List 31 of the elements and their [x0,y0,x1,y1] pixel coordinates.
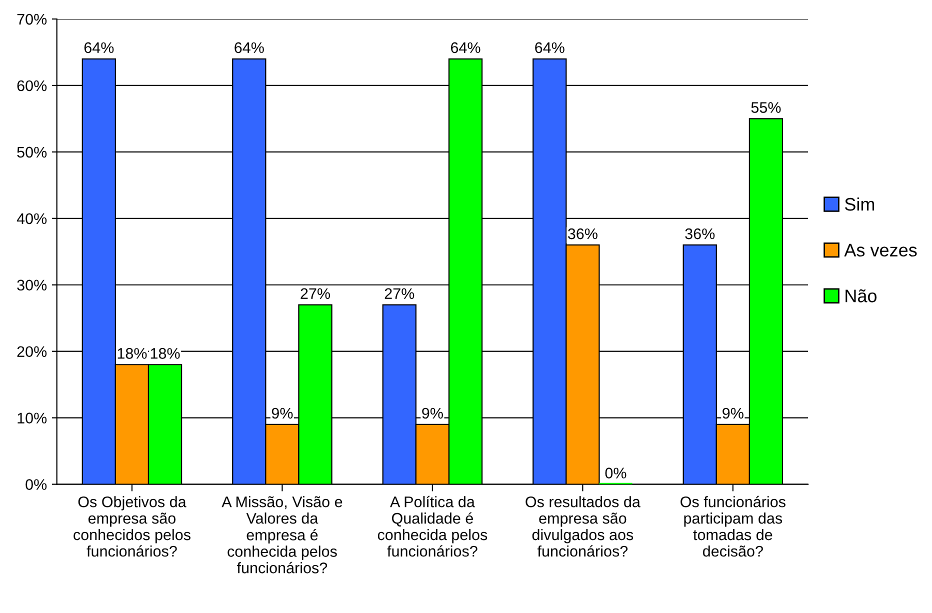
data-label: 18% [150,348,180,359]
y-tick-label: 10% [18,412,47,424]
y-tick-label: 40% [16,213,47,224]
data-label: 0% [605,468,626,478]
data-label: 64% [234,42,264,54]
data-label: 27% [300,288,330,299]
y-tick-label: 60% [17,80,47,92]
y-tick-label: 0% [26,479,47,490]
data-label: 9% [422,408,443,419]
data-label: 64% [84,42,114,54]
legend-label: Não [846,289,877,302]
legend-label: As vezes [844,244,917,257]
y-tick-label: 70% [17,14,47,25]
data-label: 36% [685,228,715,240]
data-label: 36% [568,228,598,240]
data-label: 9% [722,408,744,419]
data-label: 18% [118,348,147,359]
data-label: 64% [535,42,564,54]
x-tick-label: A Missão, Visão e Valores da empresa é conhecida pelos funcionários? [222,496,342,574]
x-tick-label: A Política da Qualidade é conhecida pelos funcionários? [378,496,488,557]
data-label: 55% [751,102,781,113]
y-tick-label: 50% [17,146,47,158]
y-tick-label: 30% [17,280,47,291]
data-label: 64% [450,42,480,54]
x-tick-label: Os funcionários participam das tomadas de decisão? [680,496,786,557]
legend-label: Sim [844,197,874,211]
x-tick-label: Os Objetivos da empresa são conhecidos pelos funcionários? [74,496,190,557]
x-tick-label: Os resultados da empresa são divulgados aos funcionários? [526,496,640,557]
y-tick-label: 20% [17,346,47,358]
data-label: 9% [272,408,293,419]
data-label: 27% [384,288,414,299]
